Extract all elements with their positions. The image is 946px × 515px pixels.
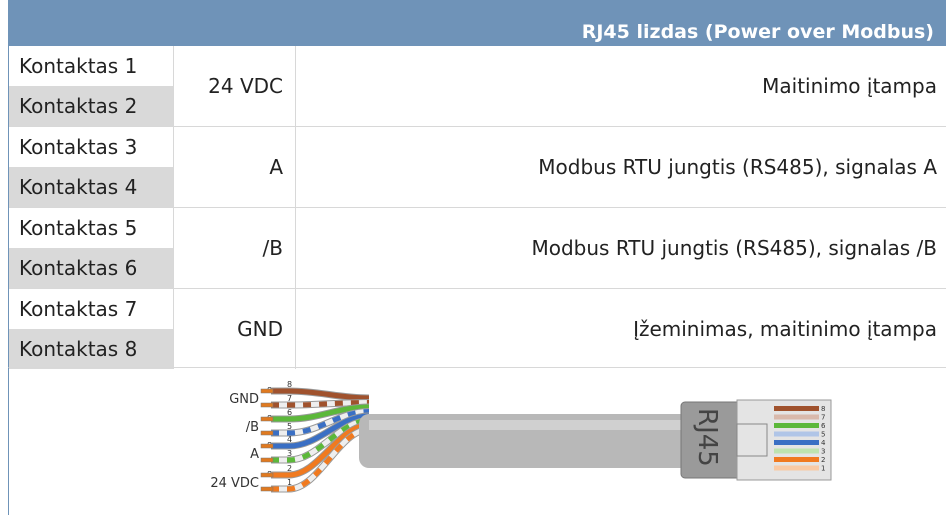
pin-number: 7 [821, 414, 825, 422]
wire-number: 5 [287, 422, 292, 431]
contact-label: Kontaktas 2 [9, 86, 173, 126]
wire-group-label: /B [246, 420, 259, 435]
contact-label: Kontaktas 1 [19, 54, 138, 78]
wire-number: 4 [287, 435, 292, 444]
table-row: Kontaktas 3 Kontaktas 4 A Modbus RTU jungti… [9, 126, 946, 207]
wire-group-label: A [250, 447, 259, 462]
cable-shine [369, 420, 689, 430]
wire-number: 6 [287, 408, 292, 417]
pin-wire-stripe [774, 448, 819, 454]
contact-label: Kontaktas 7 [19, 297, 138, 321]
stripped-end [260, 430, 274, 436]
contact-label: Kontaktas 5 [19, 216, 138, 240]
wire-stripe [271, 400, 370, 408]
signal-cell: GND [173, 289, 296, 369]
stripped-end [260, 416, 274, 422]
wire-number: 8 [287, 380, 292, 389]
pin-wire-stripe [774, 431, 819, 437]
pin-number: 4 [821, 439, 826, 447]
wire-stripe [271, 409, 370, 436]
contacts-cell: Kontaktas 5 Kontaktas 6 [9, 208, 173, 288]
description-cell: Modbus RTU jungtis (RS485), signalas A [538, 155, 937, 179]
table-row: Kontaktas 1 Kontaktas 2 24 VDC Maitinimo įt… [9, 46, 946, 126]
signal-cell: A [173, 127, 296, 207]
pin-wire [774, 423, 819, 428]
wire [271, 422, 370, 478]
wire [271, 404, 370, 422]
table: Kontaktas 1 Kontaktas 2 24 VDC Maitinimo įt… [8, 46, 946, 369]
pin-number: 1 [821, 465, 825, 473]
contact-label: Kontaktas 6 [9, 248, 173, 288]
contacts-cell: Kontaktas 3 Kontaktas 4 [9, 127, 173, 207]
stripped-end [260, 472, 274, 478]
wire-number: 1 [287, 478, 292, 487]
pin-number: 3 [821, 448, 825, 456]
pin-number: 5 [821, 431, 825, 439]
stripped-end [260, 402, 274, 408]
table-row: Kontaktas 5 Kontaktas 6/B Modbus RTU jungt… [9, 207, 946, 288]
stripped-end [260, 457, 274, 463]
contact-label: Kontaktas 4 [9, 167, 173, 207]
pin-wire-stripe [774, 465, 819, 471]
contact-label: Kontaktas 8 [9, 329, 173, 369]
description-cell: Modbus RTU jungtis (RS485), signalas /B [531, 236, 937, 260]
header-title: RJ45 lizdas (Power over Modbus) [8, 0, 946, 46]
wire-group-label: GND [229, 392, 259, 407]
wire-stripe [271, 418, 370, 463]
wire [271, 388, 370, 401]
contacts-cell: Kontaktas 7 Kontaktas 8 [9, 289, 173, 369]
table-row: Kontaktas 7 Kontaktas 8 GND Įžeminimas, mai… [9, 288, 946, 369]
pin-number: 8 [821, 405, 825, 413]
wire-group-label: 24 VDC [210, 476, 259, 491]
pin-wire [774, 406, 819, 411]
pin-wire [774, 440, 819, 445]
stripped-end [260, 388, 274, 394]
connector-label: RJ45 [692, 408, 722, 467]
contact-label: Kontaktas 3 [19, 135, 138, 159]
wire-stripe [271, 427, 370, 492]
stripped-end [260, 443, 274, 449]
pin-wire [774, 457, 819, 462]
contacts-cell: Kontaktas 1 Kontaktas 2 [9, 46, 173, 126]
description-cell: Maitinimo įtampa [762, 74, 937, 98]
stripped-end [260, 486, 274, 492]
wire-number: 2 [287, 464, 292, 473]
signal-cell: 24 VDC [173, 46, 296, 126]
signal-cell: /B [173, 208, 296, 288]
description-cell: Įžeminimas, maitinimo įtampa [633, 317, 937, 341]
wire [271, 413, 370, 449]
wire-number: 7 [287, 394, 292, 403]
connector-latch [736, 423, 768, 457]
pin-number: 6 [821, 422, 826, 430]
wire-number: 3 [287, 449, 292, 458]
pin-number: 2 [821, 456, 825, 464]
pin-wire-stripe [774, 414, 819, 420]
